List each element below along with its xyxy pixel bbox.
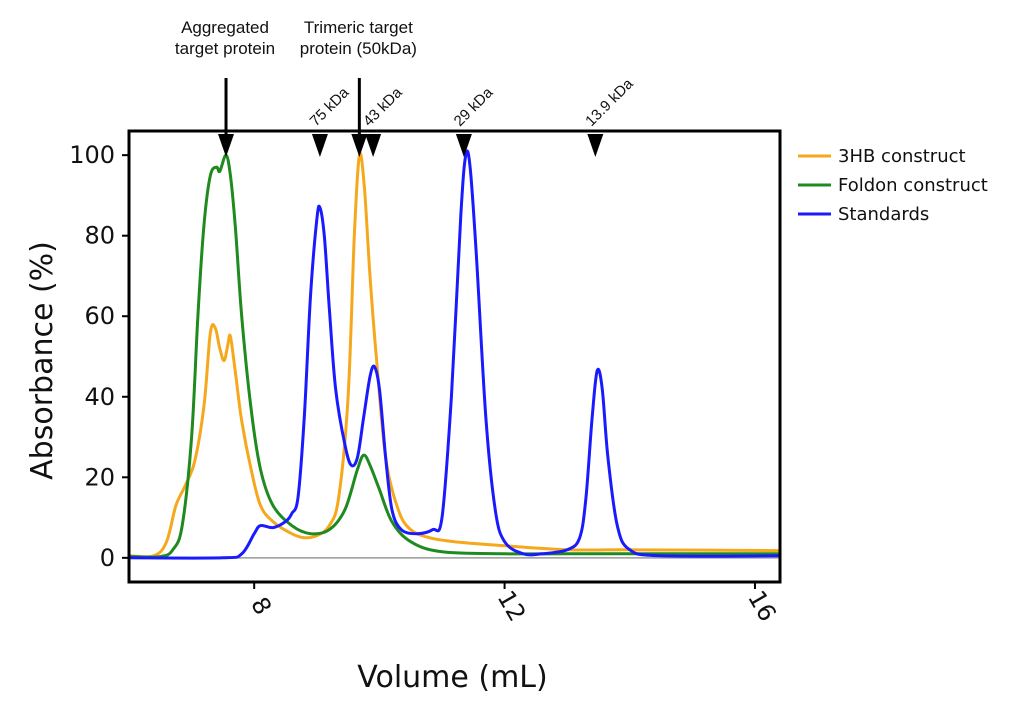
y-tick-label: 40 (84, 383, 115, 411)
x-tick-label: 12 (492, 586, 532, 626)
annotation-text: Trimeric target (304, 18, 413, 37)
x-axis-title: Volume (mL) (357, 660, 547, 695)
annotation-text: target protein (175, 39, 275, 58)
plot-frame (127, 129, 782, 584)
annotation-text: protein (50kDa) (300, 39, 417, 58)
marker-label: 29 kDa (451, 84, 497, 130)
series-line-foldon-construct (127, 153, 782, 559)
legend-label: 3HB construct (838, 146, 966, 167)
annotation-text: Aggregated (181, 18, 269, 37)
series-line-standards (127, 149, 782, 560)
annotation-layer: Aggregated target protein Trimeric target p… (175, 18, 417, 140)
x-tick-label: 16 (742, 586, 782, 626)
y-tick-label: 20 (84, 463, 115, 491)
y-tick-label: 60 (84, 302, 115, 330)
marker-triangle (311, 134, 328, 157)
legend-label: Standards (838, 204, 929, 225)
marker-triangle (587, 134, 604, 157)
marker-triangle (351, 134, 368, 157)
legend-label: Foldon construct (838, 175, 988, 196)
y-tick-label: 100 (69, 141, 115, 169)
marker-triangle (455, 134, 472, 157)
x-tick-label: 8 (245, 592, 277, 619)
y-tick-label: 0 (100, 544, 115, 572)
marker-triangle (365, 134, 382, 157)
y-axis-title: Absorbance (%) (25, 241, 60, 480)
y-tick-label: 80 (84, 222, 115, 250)
legend: 3HB construct Foldon construct Standards (798, 146, 988, 225)
marker-triangle (218, 134, 235, 157)
marker-label: 75 kDa (307, 84, 353, 130)
marker-label: 43 kDa (360, 84, 406, 130)
series-line-3hb-construct (127, 151, 782, 559)
series-layer (127, 149, 782, 560)
marker-label: 13.9 kDa (582, 75, 637, 130)
